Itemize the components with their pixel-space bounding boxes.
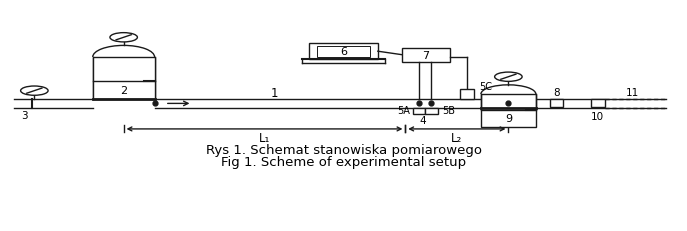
Text: 5A: 5A xyxy=(398,105,410,115)
Text: 5B: 5B xyxy=(442,105,455,115)
Text: 3: 3 xyxy=(21,110,27,121)
Circle shape xyxy=(21,87,48,96)
FancyBboxPatch shape xyxy=(93,58,155,99)
Bar xyxy=(460,90,474,99)
Text: 4: 4 xyxy=(419,115,426,125)
Text: L₂: L₂ xyxy=(451,131,462,144)
Bar xyxy=(591,100,605,108)
Bar xyxy=(425,109,438,114)
Bar xyxy=(402,49,450,62)
Bar xyxy=(317,47,370,57)
Text: Rys 1. Schemat stanowiska pomiarowego: Rys 1. Schemat stanowiska pomiarowego xyxy=(205,144,482,157)
Text: 8: 8 xyxy=(553,87,560,97)
Text: 6: 6 xyxy=(340,47,347,57)
Bar xyxy=(309,44,378,60)
Bar xyxy=(413,109,425,114)
Text: 10: 10 xyxy=(591,112,605,122)
Bar xyxy=(550,100,563,108)
Text: Fig 1. Scheme of experimental setup: Fig 1. Scheme of experimental setup xyxy=(221,155,466,168)
Text: 11: 11 xyxy=(625,87,639,97)
Text: 7: 7 xyxy=(423,50,429,61)
Text: 1: 1 xyxy=(271,87,278,100)
Circle shape xyxy=(110,33,137,43)
Text: 9: 9 xyxy=(505,114,512,124)
Circle shape xyxy=(495,73,522,82)
Bar xyxy=(481,95,536,127)
Text: 5C: 5C xyxy=(480,82,493,92)
Text: 2: 2 xyxy=(120,85,127,95)
Text: L₁: L₁ xyxy=(259,131,270,144)
